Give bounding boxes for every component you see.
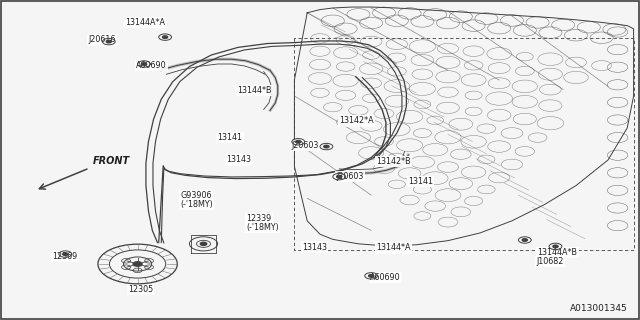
Text: 13143: 13143 [302,243,327,252]
Circle shape [522,239,527,241]
Circle shape [63,253,68,255]
Text: J20603: J20603 [292,141,319,150]
Circle shape [163,36,168,38]
Text: A60690: A60690 [370,273,401,282]
Circle shape [369,275,374,277]
Text: (-'18MY): (-'18MY) [246,223,279,232]
Text: 13142*B: 13142*B [376,157,411,166]
Text: 13142*A: 13142*A [339,116,374,125]
Text: 12305: 12305 [128,285,153,294]
Text: 13144A*A: 13144A*A [125,18,165,27]
Circle shape [133,262,142,266]
Text: 13141: 13141 [408,177,433,186]
Circle shape [106,40,111,43]
Text: A013001345: A013001345 [570,304,627,313]
Text: G93906: G93906 [180,191,212,200]
Circle shape [553,245,558,248]
Text: 13144*A: 13144*A [376,244,411,252]
Text: (-'18MY): (-'18MY) [180,200,213,209]
Circle shape [141,63,147,65]
Text: J10682: J10682 [536,257,564,266]
Text: FRONT: FRONT [93,156,130,166]
Text: 13143: 13143 [226,156,251,164]
Text: 13144*B: 13144*B [237,86,271,95]
Circle shape [324,145,329,148]
Text: 12339: 12339 [246,214,271,223]
Text: 12369: 12369 [52,252,77,261]
Text: J20603: J20603 [336,172,364,181]
Text: 13141: 13141 [218,133,243,142]
Circle shape [200,242,207,245]
Circle shape [296,140,301,143]
Text: 13144A*B: 13144A*B [538,248,578,257]
Text: A60690: A60690 [136,61,167,70]
Circle shape [337,175,342,178]
Text: J20616: J20616 [88,36,116,44]
